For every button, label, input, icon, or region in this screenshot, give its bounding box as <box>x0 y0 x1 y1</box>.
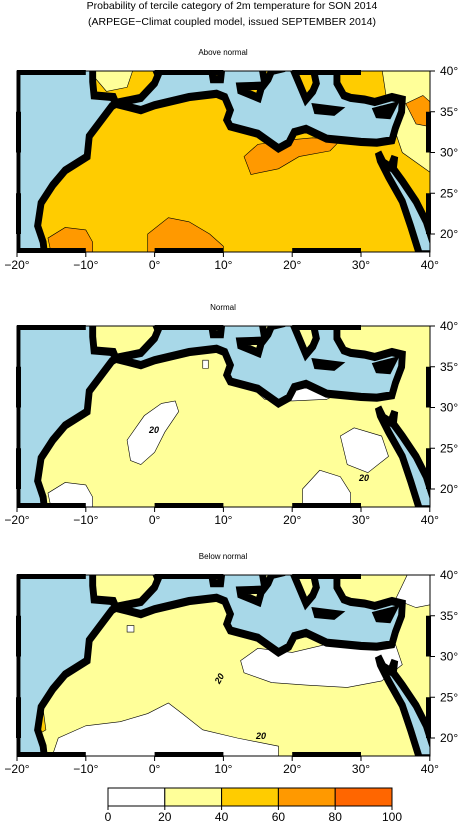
frame-bar <box>154 574 224 579</box>
frame-bar <box>17 248 86 253</box>
contour-label: 20 <box>148 425 159 435</box>
frame-bar <box>292 325 361 330</box>
lat-tick-label: 35° <box>440 609 458 623</box>
lat-tick-label: 40° <box>440 64 458 78</box>
lon-tick-label: −10° <box>73 513 98 527</box>
panel-title: Below normal <box>199 552 248 561</box>
frame-bar <box>426 193 431 234</box>
frame-bar <box>17 70 86 75</box>
lat-tick-label: 40° <box>440 319 458 333</box>
lat-tick-label: 25° <box>440 186 458 200</box>
frame-bar <box>426 697 431 738</box>
panel-title: Normal <box>210 303 236 312</box>
lat-tick-label: 40° <box>440 568 458 582</box>
lon-tick-label: 30° <box>352 762 370 776</box>
lon-tick-label: 20° <box>283 762 301 776</box>
colorbar-tick-label: 20 <box>158 810 172 824</box>
lon-tick-label: 20° <box>283 513 301 527</box>
title: Probability of tercile category of 2m te… <box>87 0 378 12</box>
frame-bar <box>16 366 21 408</box>
contour-label: 20 <box>358 473 369 483</box>
lon-tick-label: −20° <box>4 762 29 776</box>
lon-tick-label: 0° <box>149 762 161 776</box>
lat-tick-label: 25° <box>440 441 458 455</box>
colorbar-segment <box>164 787 223 807</box>
map-panel: −20° −10° 0° 10° 20° 30° 40° 20° 25° 30° 35° 40° <box>4 568 458 776</box>
frame-bar <box>154 503 224 508</box>
colorbar-tick-label: 100 <box>382 810 402 824</box>
frame-bar <box>154 248 224 253</box>
lat-tick-label: 20° <box>440 731 458 745</box>
colorbar-segment <box>277 787 336 807</box>
colorbar-segment <box>107 787 166 807</box>
colorbar-tick-label: 60 <box>272 810 286 824</box>
frame-bar <box>426 448 431 489</box>
lat-tick-label: 35° <box>440 360 458 374</box>
lon-tick-label: 10° <box>214 513 232 527</box>
lon-tick-label: 10° <box>214 258 232 272</box>
frame-bar <box>426 615 431 657</box>
frame-bar <box>292 503 361 508</box>
colorbar-segment <box>334 787 393 807</box>
frame-bar <box>17 574 86 579</box>
frame-bar <box>17 325 86 330</box>
frame-bar <box>16 111 21 153</box>
lon-tick-label: 30° <box>352 258 370 272</box>
lat-tick-label: 20° <box>440 482 458 496</box>
frame-bar <box>16 448 21 489</box>
colorbar-tick-label: 40 <box>215 810 229 824</box>
lon-tick-label: 30° <box>352 513 370 527</box>
map-panel: −20° −10° 0° 10° 20° 30° 40° 20° 25° 30° 35° 40° <box>4 319 458 527</box>
lon-tick-label: 40° <box>421 762 439 776</box>
map-panel: −20° −10° 0° 10° 20° 30° 40° 20° 25° 30° 35° 40° <box>4 64 458 272</box>
contour-label: 20 <box>255 731 266 741</box>
colorbar-tick-label: 80 <box>329 810 343 824</box>
frame-bar <box>292 248 361 253</box>
frame-bar <box>154 325 224 330</box>
colorbar-tick-label: 0 <box>105 810 112 824</box>
colorbar-segment <box>221 787 279 807</box>
frame-bar <box>426 111 431 153</box>
frame-bar <box>292 70 361 75</box>
lat-tick-label: 30° <box>440 401 458 415</box>
lon-tick-label: 0° <box>149 258 161 272</box>
frame-bar <box>292 574 361 579</box>
frame-bar <box>154 752 224 757</box>
lon-tick-label: 20° <box>283 258 301 272</box>
lon-tick-label: −10° <box>73 258 98 272</box>
lon-tick-label: 0° <box>149 513 161 527</box>
frame-bar <box>16 193 21 234</box>
frame-bar <box>17 752 86 757</box>
frame-bar <box>16 615 21 657</box>
lat-tick-label: 30° <box>440 146 458 160</box>
lat-tick-label: 35° <box>440 105 458 119</box>
lat-tick-label: 30° <box>440 650 458 664</box>
lon-tick-label: 40° <box>421 258 439 272</box>
lon-tick-label: −10° <box>73 762 98 776</box>
lon-tick-label: 10° <box>214 762 232 776</box>
frame-bar <box>292 752 361 757</box>
lat-tick-label: 25° <box>440 690 458 704</box>
subtitle: (ARPEGE−Climat coupled model, issued SEP… <box>88 16 376 28</box>
frame-bar <box>154 70 224 75</box>
lon-tick-label: −20° <box>4 258 29 272</box>
panel-title: Above normal <box>198 48 248 57</box>
frame-bar <box>16 697 21 738</box>
lon-tick-label: −20° <box>4 513 29 527</box>
lon-tick-label: 40° <box>421 513 439 527</box>
lat-tick-label: 20° <box>440 227 458 241</box>
contour-label: 20 <box>212 672 226 687</box>
frame-bar <box>17 503 86 508</box>
frame-bar <box>426 366 431 408</box>
